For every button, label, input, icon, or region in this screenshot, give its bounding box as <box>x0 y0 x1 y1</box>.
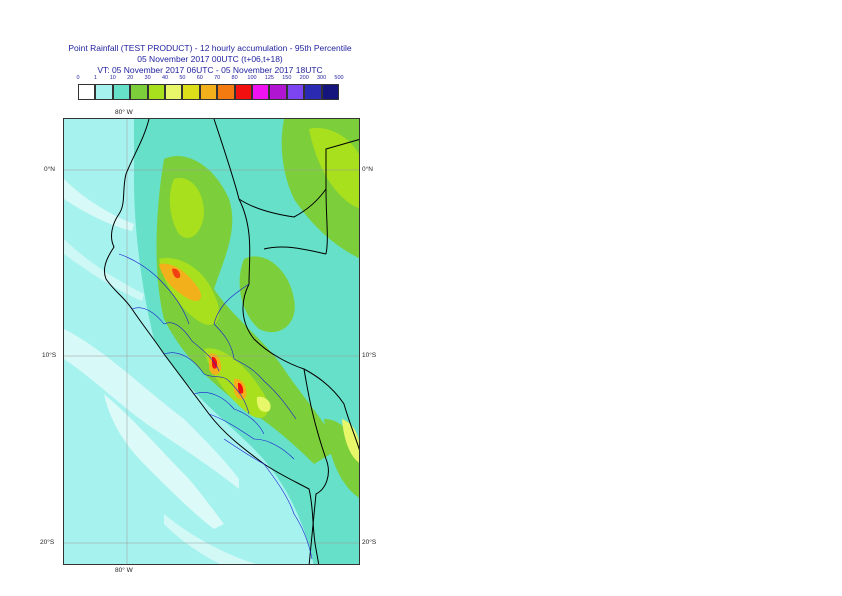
legend-threshold-label: 40 <box>161 75 169 81</box>
legend-swatch <box>286 84 305 100</box>
legend-threshold-label: 60 <box>196 75 203 81</box>
legend-swatch <box>217 84 235 100</box>
ocean-band <box>164 514 257 564</box>
legend-swatch <box>234 84 252 100</box>
lat-label-left-10: 10°S <box>42 352 57 359</box>
legend-threshold-label: 20 <box>127 75 134 81</box>
legend-threshold-label: 1 <box>93 75 97 81</box>
lat-label-left-0: 0°N <box>44 166 55 173</box>
legend-swatch <box>95 84 113 100</box>
ocean-band <box>64 239 144 301</box>
base-time-label: 05 November 2017 00UTC (t+06,t+18) <box>137 54 283 64</box>
lat-label-right-0: 0°N <box>362 166 373 173</box>
legend-threshold-label: 125 <box>264 75 274 81</box>
lon-label-bottom: 80° W <box>115 567 133 574</box>
legend-threshold-label: 10 <box>109 75 116 81</box>
legend-swatch <box>182 84 200 100</box>
rain-field-high <box>309 128 359 209</box>
legend-swatch <box>78 84 96 100</box>
legend-swatch <box>269 84 287 100</box>
legend-swatch <box>321 84 339 100</box>
rain-field-peak <box>256 396 271 412</box>
lat-label-right-20: 20°S <box>362 539 377 546</box>
legend-threshold-label: 150 <box>282 75 292 81</box>
legend-swatch <box>112 84 131 100</box>
legend-threshold-label: 100 <box>247 75 257 81</box>
map-frame <box>63 118 360 565</box>
rain-field-peak <box>238 382 244 394</box>
rainfall-map <box>64 119 359 564</box>
legend-threshold-label: 70 <box>214 75 221 81</box>
legend-swatch <box>304 84 322 100</box>
rain-field-mid <box>239 256 295 333</box>
legend-swatch <box>252 84 270 100</box>
rain-field-mid <box>156 155 339 464</box>
lat-label-right-10: 10°S <box>362 352 377 359</box>
coastline <box>103 119 359 564</box>
admin-boundaries <box>118 253 313 560</box>
legend-threshold-label: 500 <box>334 75 344 81</box>
legend-swatch <box>165 84 183 100</box>
rain-field-peak <box>172 268 181 279</box>
legend-swatch <box>199 84 218 100</box>
map-title: Point Rainfall (TEST PRODUCT) - 12 hourl… <box>68 43 352 53</box>
rain-field-peak <box>159 263 201 301</box>
legend-threshold-label: 30 <box>144 75 151 81</box>
ocean-band <box>104 394 224 529</box>
lon-label-top: 80° W <box>115 109 133 116</box>
valid-time-label: VT: 05 November 2017 06UTC - 05 November… <box>97 65 323 75</box>
legend-threshold-label: 50 <box>179 75 186 81</box>
legend-threshold-label: 0 <box>76 75 80 81</box>
legend-threshold-label: 80 <box>231 75 238 81</box>
ocean-band <box>64 329 239 489</box>
rain-field-high <box>342 419 359 463</box>
legend-swatch <box>147 84 165 100</box>
legend-threshold-label: 300 <box>317 75 327 81</box>
legend-threshold-label: 200 <box>299 75 309 81</box>
lat-label-left-20: 20°S <box>40 539 55 546</box>
legend-swatch <box>130 84 148 100</box>
rain-field-high <box>169 178 204 238</box>
